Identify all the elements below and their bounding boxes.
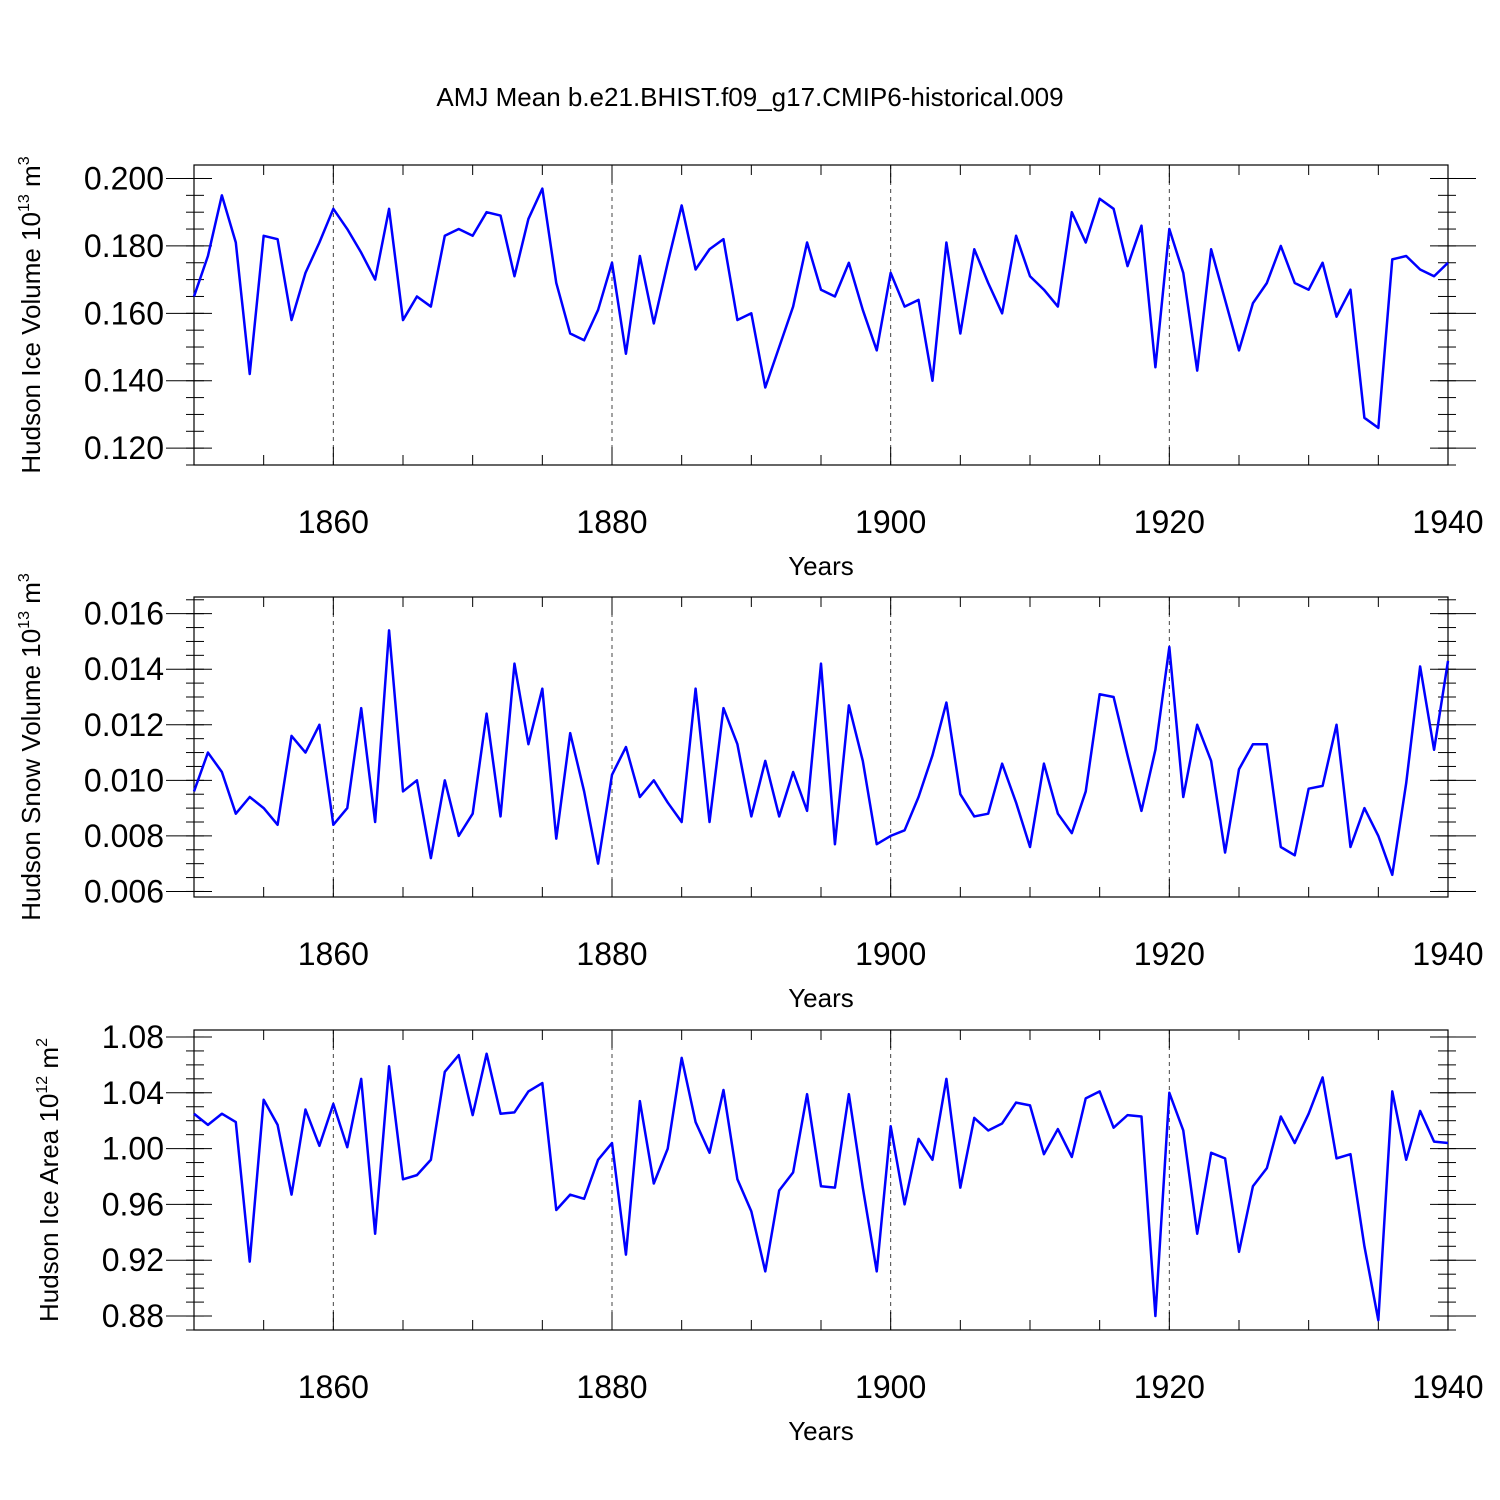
y-axis-title-exponent: 13 <box>16 194 33 212</box>
panel-1: 1860 1880 1900 1920 1940 0.120 0.140 0.160 0.180… <box>16 156 1484 581</box>
y-tick-label: 0.016 <box>84 596 164 632</box>
x-tick-label: 1880 <box>576 504 647 540</box>
x-tick-label: 1940 <box>1412 504 1483 540</box>
y-axis-title-unit: m <box>34 1047 64 1076</box>
x-axis-title: Years <box>788 983 854 1013</box>
series-line <box>193 1052 1449 1322</box>
y-tick-label: 1.00 <box>102 1131 164 1167</box>
series-line <box>192 187 1449 430</box>
y-axis-title-unit: m <box>16 582 46 611</box>
y-tick-label: 0.010 <box>84 762 164 798</box>
y-axis-title-exponent: 12 <box>34 1076 51 1094</box>
series-line <box>192 629 1450 877</box>
y-axis-title: Hudson Ice Area 1012 m2 <box>34 1038 64 1322</box>
y-tick-label: 0.96 <box>102 1186 164 1222</box>
y-tick-label: 1.08 <box>102 1019 164 1055</box>
y-tick-label: 0.140 <box>84 363 164 399</box>
panel-2: 1860 1880 1900 1920 1940 0.006 0.008 0.010 0.012… <box>16 573 1484 1013</box>
x-tick-label: 1860 <box>298 1369 369 1405</box>
y-tick-label: 1.04 <box>102 1075 164 1111</box>
y-tick-label: 0.120 <box>84 430 164 466</box>
y-tick-label: 0.88 <box>102 1298 164 1334</box>
x-tick-label: 1920 <box>1134 504 1205 540</box>
y-axis-title: Hudson Snow Volume 1013 m3 <box>16 573 46 921</box>
y-tick-label: 0.012 <box>84 707 164 743</box>
x-axis-title: Years <box>788 551 854 581</box>
y-axis-title-unit: m <box>16 165 46 194</box>
x-tick-label: 1860 <box>298 936 369 972</box>
y-tick-label: 0.008 <box>84 818 164 854</box>
x-tick-label: 1860 <box>298 504 369 540</box>
panel-3: 1860 1880 1900 1920 1940 0.88 0.92 0.96 1.00 1.04… <box>34 1019 1484 1446</box>
plot-frame <box>193 164 1449 466</box>
y-axis-title-main: Hudson Snow Volume 10 <box>16 629 46 921</box>
x-tick-label: 1900 <box>855 504 926 540</box>
y-tick-label: 0.014 <box>84 651 164 687</box>
chart-title: AMJ Mean b.e21.BHIST.f09_g17.CMIP6-histo… <box>436 82 1063 112</box>
x-tick-label: 1900 <box>855 1369 926 1405</box>
y-tick-label: 0.006 <box>84 873 164 909</box>
y-axis-title-main: Hudson Ice Area 10 <box>34 1094 64 1322</box>
x-tick-label: 1940 <box>1412 936 1483 972</box>
plot-frame <box>193 596 1449 898</box>
y-axis-title-unit-exponent: 2 <box>34 1038 51 1047</box>
x-axis-title: Years <box>788 1416 854 1446</box>
plot-frame <box>193 1029 1449 1331</box>
y-tick-label: 0.200 <box>84 160 164 196</box>
x-tick-label: 1920 <box>1134 936 1205 972</box>
y-axis-title: Hudson Ice Volume 1013 m3 <box>16 156 46 473</box>
y-axis-title-unit-exponent: 3 <box>16 573 33 582</box>
y-axis-title-unit-exponent: 3 <box>16 156 33 165</box>
x-tick-label: 1880 <box>576 936 647 972</box>
x-tick-label: 1900 <box>855 936 926 972</box>
y-axis-title-main: Hudson Ice Volume 10 <box>16 212 46 474</box>
x-tick-label: 1940 <box>1412 1369 1483 1405</box>
y-tick-label: 0.160 <box>84 295 164 331</box>
y-tick-label: 0.92 <box>102 1242 164 1278</box>
x-tick-label: 1920 <box>1134 1369 1205 1405</box>
x-tick-label: 1880 <box>576 1369 647 1405</box>
y-tick-label: 0.180 <box>84 228 164 264</box>
y-axis-title-exponent: 13 <box>16 611 33 629</box>
